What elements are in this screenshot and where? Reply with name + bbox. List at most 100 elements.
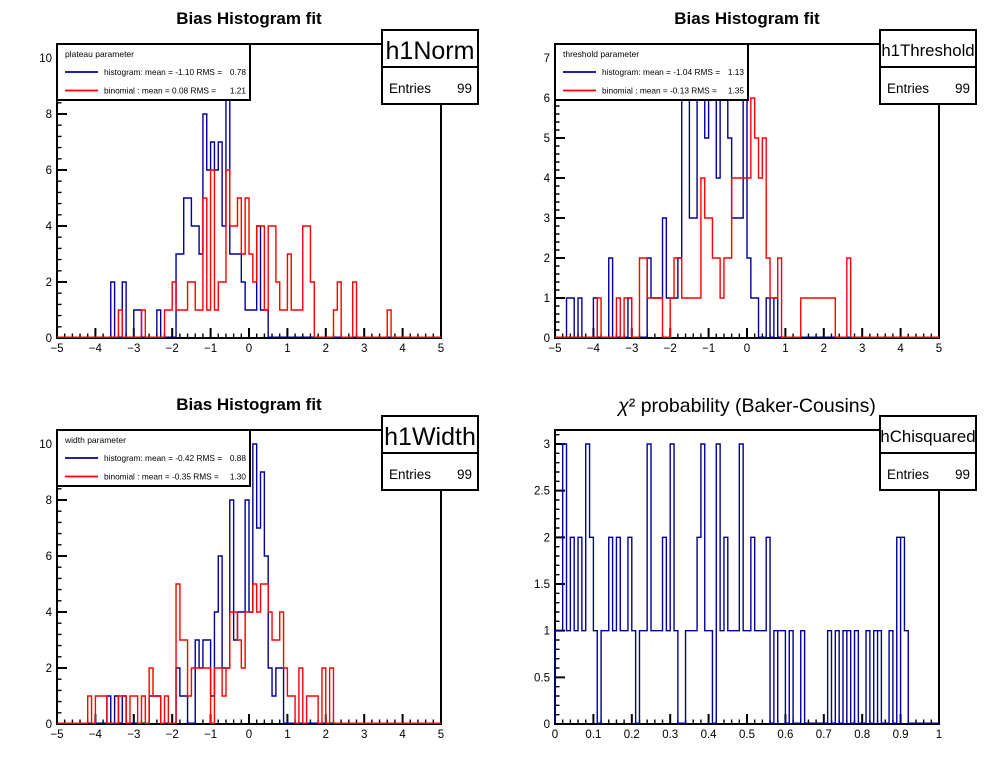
svg-text:4: 4 xyxy=(544,173,551,185)
svg-text:0: 0 xyxy=(544,333,550,345)
svg-text:1: 1 xyxy=(782,343,788,355)
svg-text:−3: −3 xyxy=(127,343,140,355)
svg-text:4: 4 xyxy=(897,343,904,355)
svg-text:Bias Histogram fit: Bias Histogram fit xyxy=(176,9,322,28)
svg-text:−2: −2 xyxy=(166,343,179,355)
svg-text:0.88: 0.88 xyxy=(230,453,247,463)
svg-text:−2: −2 xyxy=(166,729,179,741)
svg-text:1: 1 xyxy=(936,729,942,741)
svg-text:2.5: 2.5 xyxy=(534,486,550,498)
svg-text:5: 5 xyxy=(438,729,444,741)
svg-text:0: 0 xyxy=(246,729,252,741)
svg-text:width parameter: width parameter xyxy=(64,435,126,445)
svg-text:1: 1 xyxy=(544,293,550,305)
svg-text:−1: −1 xyxy=(702,343,715,355)
svg-text:3: 3 xyxy=(544,213,550,225)
svg-text:10: 10 xyxy=(39,53,52,65)
svg-text:histogram: mean = -0.42 RMS =: histogram: mean = -0.42 RMS = xyxy=(104,453,222,463)
svg-text:99: 99 xyxy=(955,81,970,96)
svg-text:3: 3 xyxy=(361,729,367,741)
svg-text:plateau parameter: plateau parameter xyxy=(65,49,134,59)
svg-text:4: 4 xyxy=(399,729,406,741)
svg-text:6: 6 xyxy=(46,551,52,563)
svg-text:99: 99 xyxy=(457,467,472,482)
svg-text:−4: −4 xyxy=(89,343,103,355)
svg-text:binomial : mean = -0.35 RMS =: binomial : mean = -0.35 RMS = xyxy=(104,472,219,482)
svg-text:binomial : mean = -0.13 RMS =: binomial : mean = -0.13 RMS = xyxy=(602,86,717,96)
svg-text:1.13: 1.13 xyxy=(728,67,745,77)
svg-text:0: 0 xyxy=(46,333,52,345)
svg-text:1.5: 1.5 xyxy=(534,579,550,591)
svg-text:−5: −5 xyxy=(548,343,561,355)
svg-text:0: 0 xyxy=(46,719,52,731)
svg-text:3: 3 xyxy=(361,343,367,355)
svg-text:0: 0 xyxy=(544,719,550,731)
svg-text:0.6: 0.6 xyxy=(777,729,793,741)
svg-text:4: 4 xyxy=(46,221,53,233)
svg-text:6: 6 xyxy=(46,165,52,177)
svg-text:Entries: Entries xyxy=(887,467,929,482)
svg-text:0.4: 0.4 xyxy=(701,729,718,741)
svg-text:−5: −5 xyxy=(50,729,63,741)
svg-text:2: 2 xyxy=(544,253,550,265)
svg-text:0.3: 0.3 xyxy=(662,729,678,741)
svg-text:Entries: Entries xyxy=(389,467,431,482)
svg-text:Entries: Entries xyxy=(887,81,929,96)
svg-text:0: 0 xyxy=(744,343,750,355)
svg-text:2: 2 xyxy=(46,663,52,675)
svg-text:3: 3 xyxy=(859,343,865,355)
svg-text:0.2: 0.2 xyxy=(624,729,640,741)
svg-text:2: 2 xyxy=(323,343,329,355)
svg-text:−5: −5 xyxy=(50,343,63,355)
svg-text:8: 8 xyxy=(46,109,52,121)
svg-text:−4: −4 xyxy=(587,343,601,355)
svg-text:2: 2 xyxy=(46,277,52,289)
svg-text:binomial : mean = 0.08 RMS =: binomial : mean = 0.08 RMS = xyxy=(104,86,216,96)
svg-text:3: 3 xyxy=(544,439,550,451)
svg-text:2: 2 xyxy=(323,729,329,741)
svg-text:0.5: 0.5 xyxy=(534,672,550,684)
svg-text:Bias Histogram fit: Bias Histogram fit xyxy=(176,395,322,414)
svg-text:4: 4 xyxy=(399,343,406,355)
svg-text:8: 8 xyxy=(46,495,52,507)
svg-text:−3: −3 xyxy=(625,343,638,355)
svg-text:10: 10 xyxy=(39,439,52,451)
svg-text:0: 0 xyxy=(552,729,558,741)
svg-text:0.5: 0.5 xyxy=(739,729,755,741)
svg-text:hChisquared: hChisquared xyxy=(880,427,975,446)
svg-text:1: 1 xyxy=(284,729,290,741)
svg-text:histogram: mean = -1.10 RMS =: histogram: mean = -1.10 RMS = xyxy=(104,67,222,77)
svg-text:99: 99 xyxy=(955,467,970,482)
svg-text:0.78: 0.78 xyxy=(230,67,247,77)
svg-text:1.30: 1.30 xyxy=(230,472,247,482)
svg-text:5: 5 xyxy=(544,133,550,145)
svg-text:5: 5 xyxy=(936,343,942,355)
svg-text:−1: −1 xyxy=(204,343,217,355)
svg-text:Entries: Entries xyxy=(389,81,431,96)
svg-text:7: 7 xyxy=(544,53,550,65)
svg-text:threshold parameter: threshold parameter xyxy=(563,49,639,59)
svg-text:1: 1 xyxy=(544,626,550,638)
svg-text:6: 6 xyxy=(544,93,550,105)
svg-text:−1: −1 xyxy=(204,729,217,741)
svg-text:0.7: 0.7 xyxy=(816,729,832,741)
svg-text:histogram: mean = -1.04 RMS =: histogram: mean = -1.04 RMS = xyxy=(602,67,720,77)
svg-text:1.21: 1.21 xyxy=(230,86,247,96)
svg-text:5: 5 xyxy=(438,343,444,355)
svg-text:h1Norm: h1Norm xyxy=(386,37,475,65)
svg-text:0: 0 xyxy=(246,343,252,355)
svg-text:2: 2 xyxy=(544,532,550,544)
svg-text:4: 4 xyxy=(46,607,53,619)
svg-text:0.1: 0.1 xyxy=(585,729,601,741)
svg-text:1: 1 xyxy=(284,343,290,355)
svg-text:−3: −3 xyxy=(127,729,140,741)
svg-text:h1Threshold: h1Threshold xyxy=(881,41,974,60)
svg-text:2: 2 xyxy=(821,343,827,355)
svg-text:χ² probability (Baker-Cousins): χ² probability (Baker-Cousins) xyxy=(616,395,876,417)
svg-text:0.9: 0.9 xyxy=(893,729,909,741)
svg-text:−2: −2 xyxy=(664,343,677,355)
svg-text:h1Width: h1Width xyxy=(384,423,476,451)
svg-text:0.8: 0.8 xyxy=(854,729,870,741)
svg-text:Bias Histogram fit: Bias Histogram fit xyxy=(674,9,820,28)
svg-text:−4: −4 xyxy=(89,729,103,741)
